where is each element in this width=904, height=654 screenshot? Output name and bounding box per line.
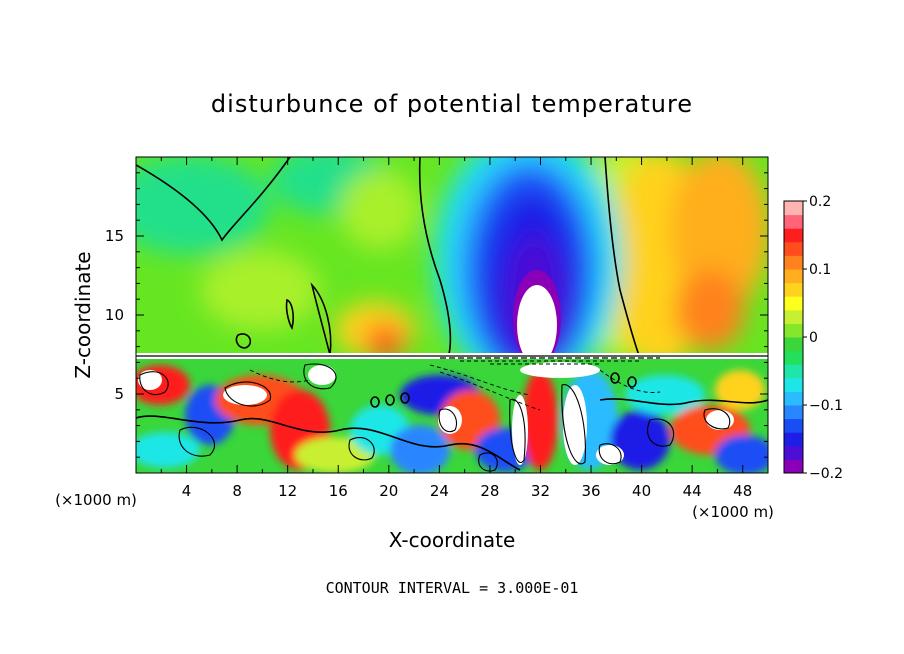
- y-axis-label: Z-coordinate: [71, 251, 95, 378]
- colorbar-swatch: [784, 364, 803, 379]
- colorbar-tick-label: 0.1: [809, 262, 831, 278]
- plot-area: [136, 157, 768, 473]
- minimum-core-white: [517, 285, 557, 365]
- colorbar-swatch: [784, 255, 803, 270]
- x-tick-label: 36: [581, 482, 600, 500]
- lower-field: [136, 358, 768, 473]
- colorbar-tick-label: 0.2: [809, 194, 831, 210]
- colorbar-swatch: [784, 296, 803, 311]
- y-tick-label: 15: [105, 227, 124, 245]
- x-tick-label: 44: [683, 482, 702, 500]
- colorbar-swatch: [784, 418, 803, 433]
- colorbar-swatch: [784, 241, 803, 256]
- colorbar-swatch: [784, 214, 803, 229]
- y-axis-ticks: 5 10 15: [105, 172, 768, 458]
- chart-title: disturbunce of potential temperature: [211, 90, 693, 118]
- x-tick-label: 32: [531, 482, 550, 500]
- z-axis-unit: (×1000 m): [692, 503, 774, 521]
- y-tick-label: 10: [105, 306, 124, 324]
- x-axis-unit: (×1000 m): [55, 491, 137, 509]
- colorbar-swatch: [784, 337, 803, 352]
- y-tick-label: 5: [114, 385, 124, 403]
- colorbar-swatch: [784, 350, 803, 365]
- colorbar-swatch: [784, 282, 803, 297]
- x-tick-label: 20: [379, 482, 398, 500]
- colorbar-swatch: [784, 432, 803, 447]
- colorbar-tick-label: −0.1: [809, 398, 843, 414]
- colorbar-swatch: [784, 269, 803, 284]
- colorbar-swatch: [784, 228, 803, 243]
- interface-contours: [136, 355, 768, 365]
- colorbar-tick-label: 0: [809, 330, 818, 346]
- colorbar-swatch: [784, 405, 803, 420]
- x-tick-label: 4: [182, 482, 192, 500]
- x-tick-label: 24: [430, 482, 449, 500]
- colorbar: 0.2 0.1 0 −0.1 −0.2: [783, 194, 843, 482]
- x-axis-label: X-coordinate: [389, 528, 516, 552]
- x-tick-label: 28: [480, 482, 499, 500]
- colorbar-swatch: [784, 309, 803, 324]
- x-tick-label: 48: [733, 482, 752, 500]
- contour-interval-note: CONTOUR INTERVAL = 3.000E-01: [326, 579, 579, 597]
- colorbar-swatch: [784, 323, 803, 338]
- colorbar-swatch: [784, 201, 803, 216]
- colorbar-tick-label: −0.2: [809, 466, 843, 482]
- colorbar-swatch: [784, 445, 803, 460]
- upper-field: [136, 157, 768, 390]
- colorbar-swatch: [784, 377, 803, 392]
- x-axis-ticks: 4 8 12 16 20 24 28 32 36 40 44 48: [160, 157, 752, 500]
- x-tick-label: 40: [632, 482, 651, 500]
- x-tick-label: 8: [232, 482, 242, 500]
- colorbar-swatch: [784, 391, 803, 406]
- colorbar-swatch: [784, 459, 803, 474]
- x-tick-label: 16: [329, 482, 348, 500]
- x-tick-label: 12: [278, 482, 297, 500]
